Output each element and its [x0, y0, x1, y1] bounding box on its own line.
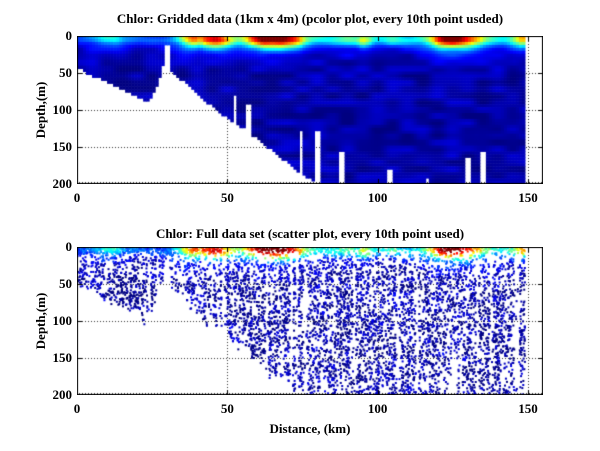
scatter-plot-canvas — [77, 247, 543, 395]
y-tick-label: 50 — [59, 65, 72, 80]
y-tick-label: 100 — [52, 313, 73, 328]
x-tick-label: 150 — [518, 401, 538, 416]
y-tick-label: 100 — [52, 102, 73, 117]
x-tick-label: 100 — [367, 190, 388, 205]
y-tick-label: 0 — [65, 28, 73, 43]
pcolor-plot-title: Chlor: Gridded data (1km x 4m) (pcolor p… — [116, 11, 504, 26]
scatter-plot-title: Chlor: Full data set (scatter plot, ever… — [155, 226, 465, 241]
x-axis-label: Distance, (km) — [269, 421, 351, 436]
y-tick-label: 50 — [59, 276, 72, 291]
y-tick-label: 150 — [52, 139, 73, 154]
y-tick-label: 200 — [52, 176, 73, 191]
x-tick-label: 0 — [73, 190, 81, 205]
x-tick-label: 50 — [220, 401, 234, 416]
y-tick-label: 200 — [52, 387, 73, 402]
x-tick-label: 50 — [220, 190, 234, 205]
x-tick-label: 100 — [367, 401, 388, 416]
x-tick-label: 150 — [518, 190, 538, 205]
x-tick-label: 0 — [73, 401, 81, 416]
pcolor-plot-canvas — [77, 36, 543, 184]
y-tick-label: 150 — [52, 350, 73, 365]
y-tick-label: 0 — [65, 239, 73, 254]
